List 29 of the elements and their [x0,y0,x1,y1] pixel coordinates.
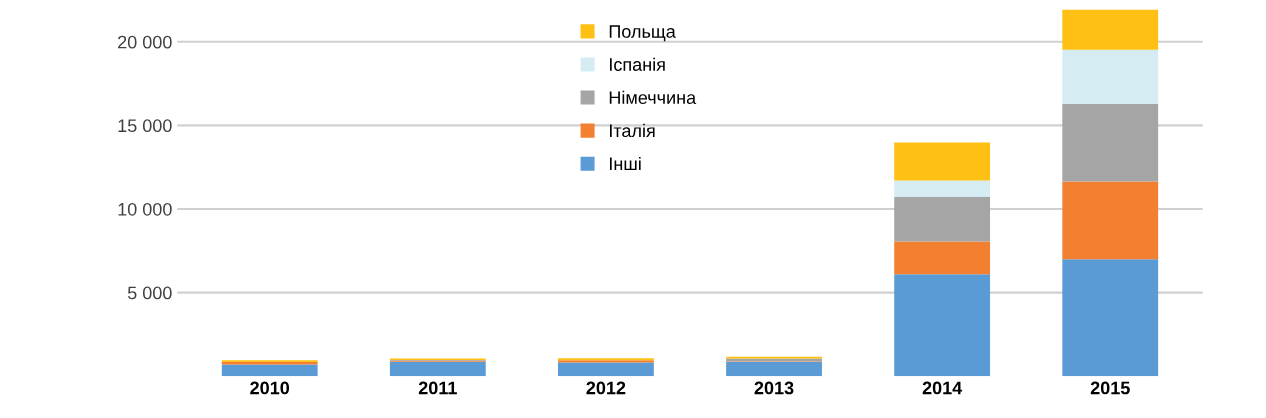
x-tick-label: 2013 [754,381,794,395]
bar [894,241,991,275]
bar [894,274,991,377]
x-tick-label: 2012 [586,381,626,395]
bar [389,361,486,377]
legend-label: Польща [609,25,676,42]
x-tick-label: 2010 [250,381,290,395]
bar [1062,259,1159,377]
bar [1062,49,1159,104]
x-tick-label: 2014 [922,381,963,395]
bar [894,180,991,197]
bar [1062,104,1159,182]
bar [221,364,318,377]
y-tick-label: 10 000 [118,202,172,216]
legend-label: Італія [610,123,655,138]
y-tick-label: 5 000 [127,286,172,300]
y-tick-label: 15 000 [118,119,172,133]
legend-label: Інші [610,156,641,171]
bar [1062,181,1159,260]
bar [894,196,991,242]
legend-label: Іспанія [610,57,665,71]
x-tick-label: 2015 [1090,381,1130,395]
y-tick-label: 20 000 [118,35,172,49]
bar [726,361,822,377]
x-tick-label: 2011 [418,381,457,395]
bar [558,362,654,377]
legend-label: Німеччина [609,90,697,105]
bar [894,142,991,181]
bar [1062,9,1159,50]
